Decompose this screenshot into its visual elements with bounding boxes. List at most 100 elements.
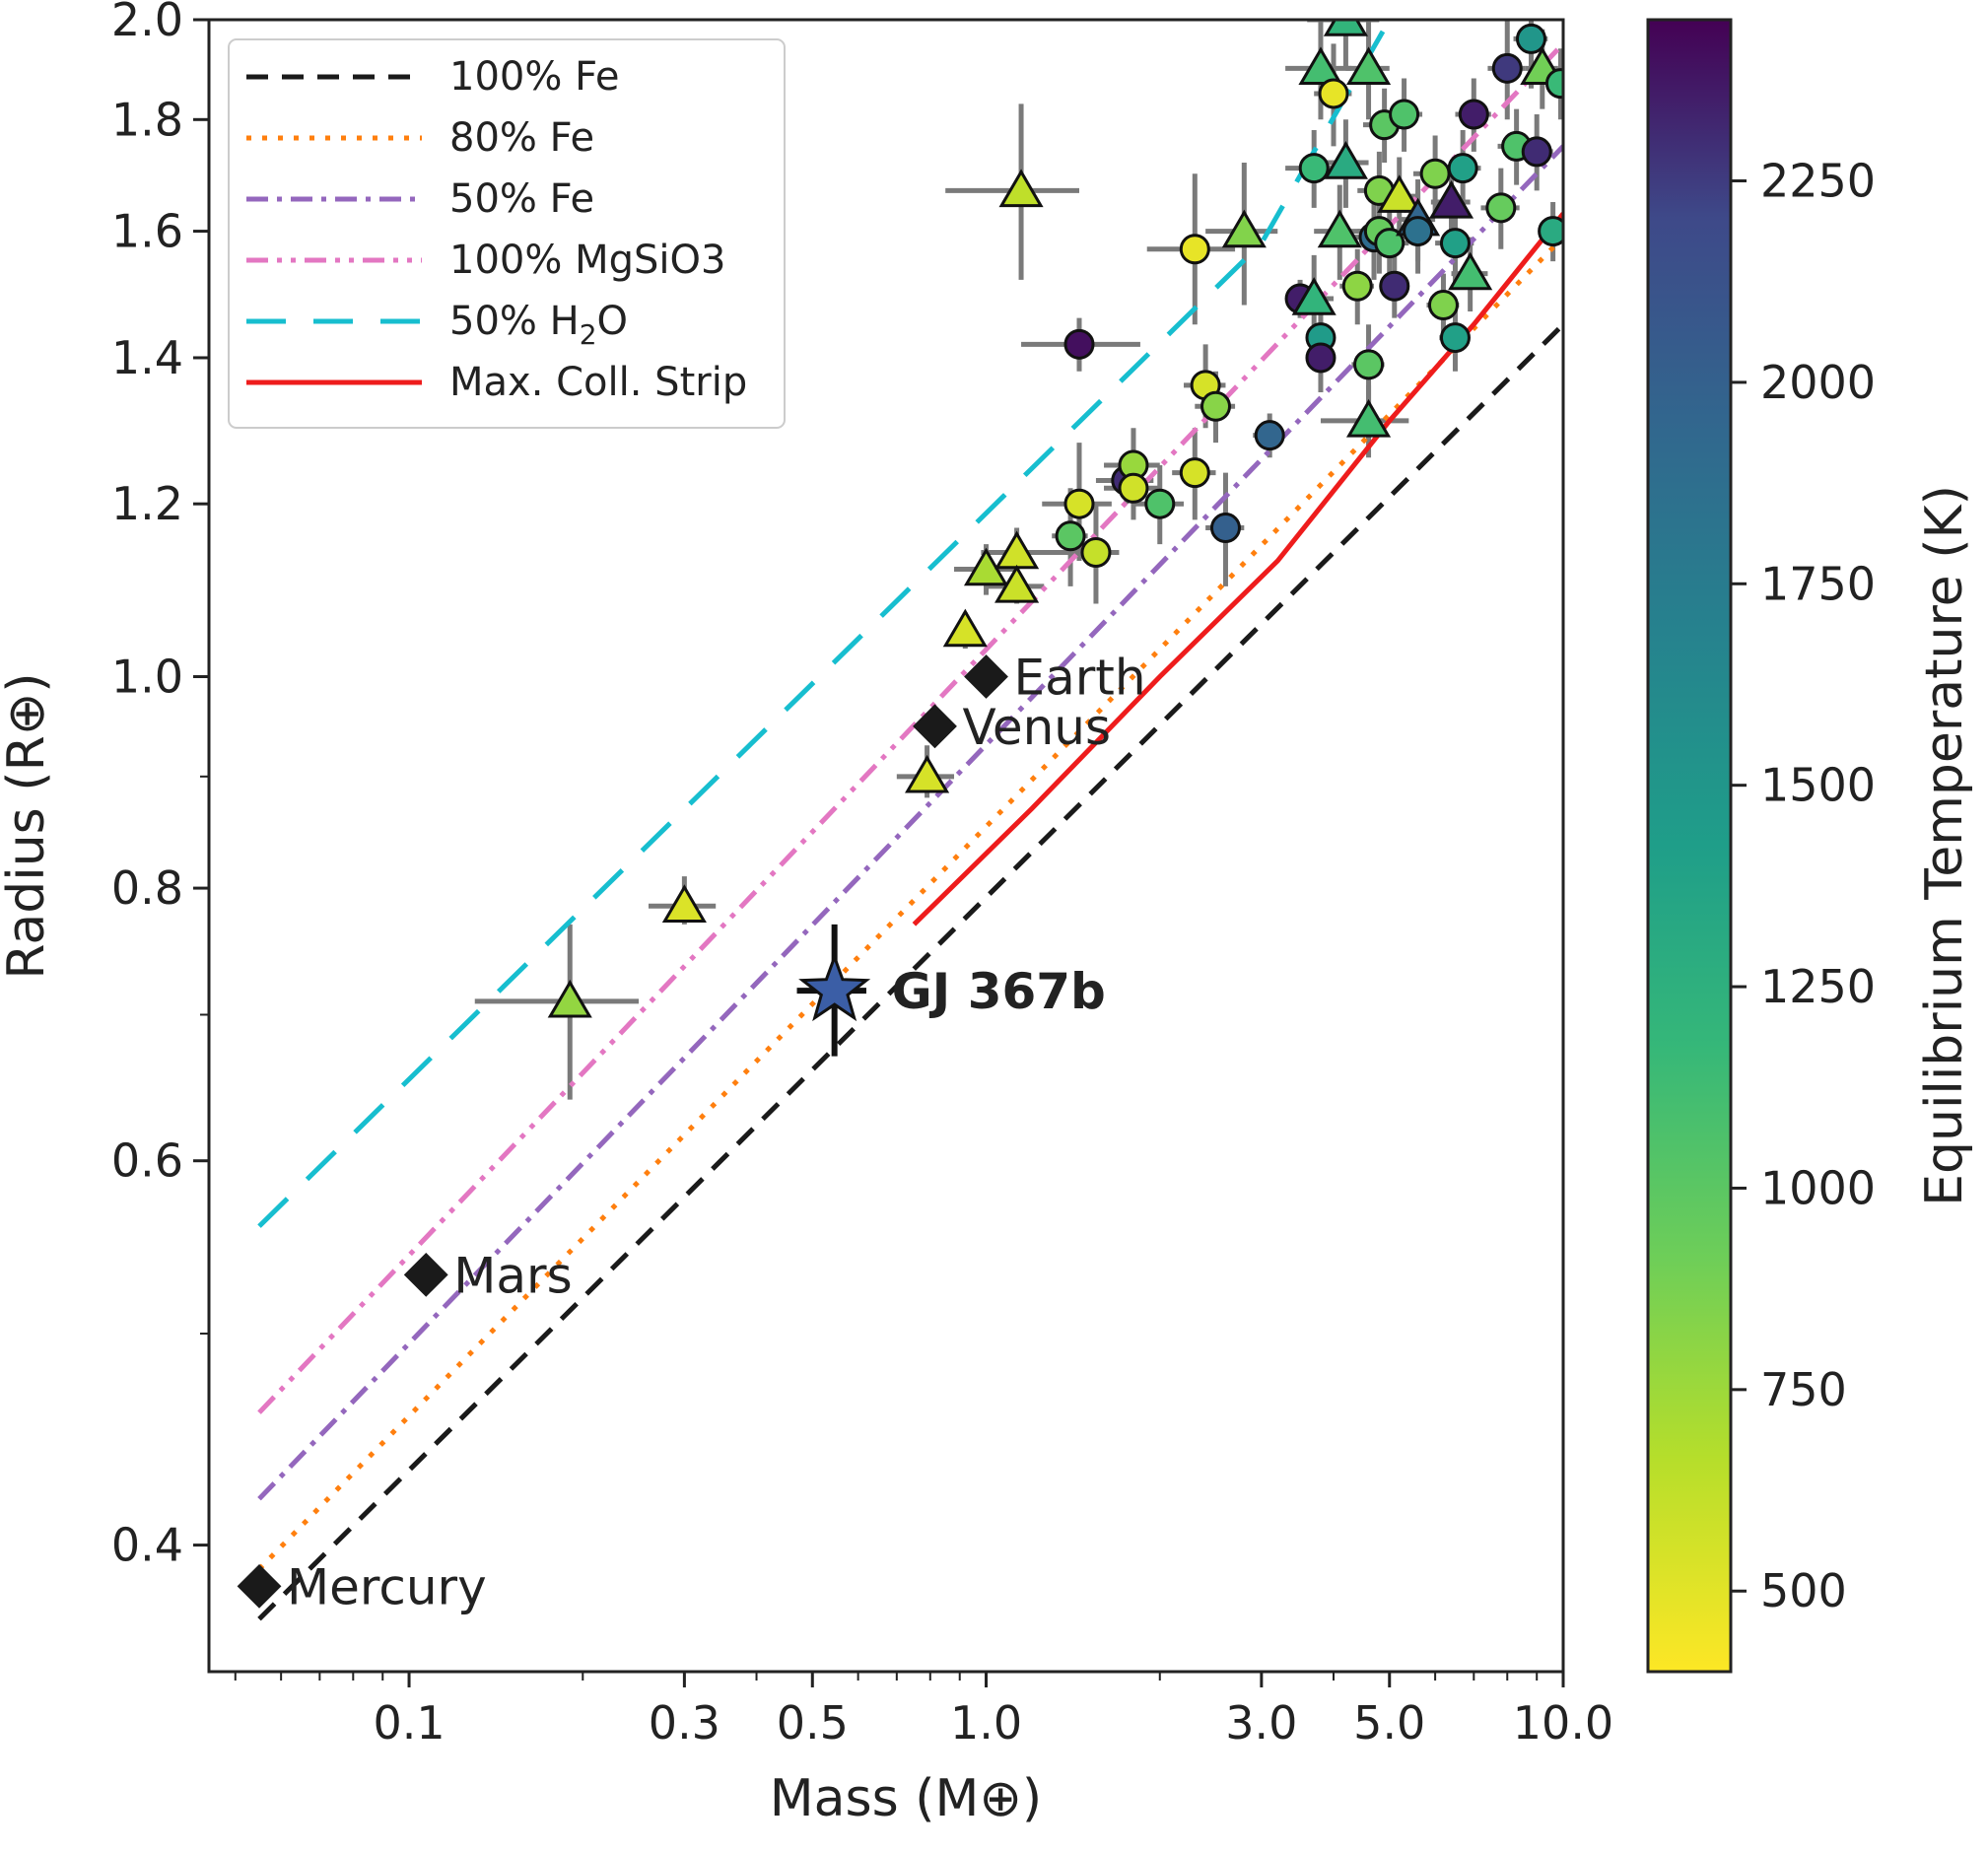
- colorbar-tick-label: 2250: [1760, 155, 1876, 208]
- legend: 100% Fe 80% Fe 50% Fe 100% MgSiO3 50% H2…: [228, 38, 786, 429]
- colorbar-tick-label: 1250: [1760, 960, 1876, 1013]
- y-tick-label: 1.8: [111, 93, 183, 146]
- exoplanet-point: [1221, 209, 1267, 248]
- x-tick-label: 3.0: [1225, 1696, 1297, 1750]
- colorbar-tick-label: 1750: [1760, 557, 1876, 610]
- exoplanet-point: [1063, 328, 1095, 360]
- legend-label-80fe: 80% Fe: [449, 115, 594, 161]
- exoplanet-point: [1458, 99, 1489, 130]
- exoplanet-points: [547, 20, 1563, 1018]
- colorbar-tick-label: 1500: [1760, 759, 1876, 812]
- exoplanet-point: [1544, 68, 1563, 100]
- exoplanet-point: [1144, 488, 1176, 519]
- exoplanet-point: [1317, 209, 1362, 248]
- exoplanet-point: [1374, 228, 1405, 259]
- y-tick-label: 1.0: [111, 651, 183, 704]
- x-tick-label: 1.0: [950, 1696, 1022, 1750]
- exoplanet-point: [661, 884, 707, 923]
- exoplanet-point: [1323, 141, 1368, 179]
- y-tick-label: 1.2: [111, 477, 183, 530]
- exoplanet-point: [1209, 513, 1241, 544]
- exoplanet-point: [1491, 52, 1523, 84]
- exoplanet-point: [1080, 537, 1112, 569]
- legend-label-mgsio3: 100% MgSiO3: [449, 238, 725, 283]
- exoplanet-point: [1305, 342, 1337, 374]
- gj367b-star-marker: [798, 952, 871, 1022]
- legend-label-h2o-main: 50% H: [449, 299, 580, 344]
- x-tick-label: 0.3: [649, 1696, 720, 1750]
- curve-3: [257, 41, 1563, 1414]
- exoplanet-point: [1447, 153, 1478, 184]
- exoplanet-point: [1055, 520, 1086, 552]
- exoplanet-point: [1427, 290, 1459, 321]
- exoplanet-point: [998, 169, 1044, 208]
- planet-marker-venus: [913, 704, 957, 749]
- x-tick-label: 0.1: [373, 1696, 445, 1750]
- curve-0: [257, 322, 1563, 1621]
- planet-marker-earth: [964, 654, 1008, 699]
- planet-label-mars: Mars: [453, 1247, 572, 1304]
- exoplanet-point: [942, 608, 988, 648]
- legend-label-100fe: 100% Fe: [449, 54, 620, 100]
- exoplanet-point: [1439, 322, 1471, 354]
- planet-marker-mercury: [237, 1563, 282, 1609]
- exoplanet-point: [1200, 390, 1232, 422]
- y-tick-label: 0.8: [111, 861, 183, 915]
- exoplanet-point: [1448, 251, 1493, 291]
- exoplanet-point: [1439, 228, 1471, 259]
- planet-label-earth: Earth: [1014, 650, 1146, 707]
- exoplanet-point: [1318, 78, 1349, 109]
- colorbar-gradient: [1646, 18, 1733, 1674]
- legend-label-collision-strip: Max. Coll. Strip: [449, 360, 747, 405]
- curve-1: [257, 235, 1563, 1571]
- exoplanet-point: [1538, 216, 1563, 247]
- exoplanet-point: [1521, 136, 1552, 168]
- exoplanet-point: [1118, 472, 1149, 504]
- exoplanet-point: [1291, 277, 1337, 315]
- colorbar: 500 750 1000 1250 1500 1750 2000 2250 Equilibri…: [1646, 18, 1974, 1674]
- exoplanet-point: [1379, 270, 1410, 302]
- exoplanet-point: [1345, 398, 1392, 438]
- exoplanet-point: [1403, 216, 1434, 247]
- exoplanet-point: [1298, 46, 1343, 86]
- y-tick-label: 1.6: [111, 205, 183, 258]
- exoplanet-point: [1485, 192, 1517, 224]
- legend-box: [228, 38, 786, 429]
- y-tick-label: 0.4: [111, 1519, 183, 1572]
- exoplanet-point: [1428, 180, 1474, 219]
- y-tick-label: 1.4: [111, 331, 183, 384]
- x-tick-label: 10.0: [1513, 1696, 1613, 1750]
- y-axis: 0.4 0.6 0.8 1.0 1.2 1.4 1.6 1.8 2.0: [111, 0, 209, 1572]
- x-axis: 0.1 0.3 0.5 1.0 3.0 5.0 10.0: [234, 1672, 1613, 1750]
- exoplanet-point: [1377, 174, 1422, 213]
- exoplanet-point: [1353, 349, 1385, 380]
- gj367b-label: GJ 367b: [892, 963, 1106, 1020]
- exoplanet-point: [547, 979, 592, 1018]
- exoplanet-point: [905, 754, 950, 793]
- exoplanet-point: [1419, 158, 1451, 189]
- curve-5: [912, 212, 1563, 926]
- exoplanet-point: [1298, 153, 1330, 184]
- colorbar-label: Equilibrium Temperature (K): [1915, 485, 1974, 1206]
- exoplanet-point: [1323, 20, 1368, 36]
- y-tick-label: 2.0: [111, 0, 183, 46]
- colorbar-tick-label: 2000: [1760, 356, 1876, 409]
- planet-label-mercury: Mercury: [287, 1558, 487, 1615]
- colorbar-tick-label: 750: [1760, 1363, 1847, 1416]
- gj367b-point: GJ 367b: [796, 924, 1106, 1057]
- colorbar-tick-label: 1000: [1760, 1161, 1876, 1214]
- x-axis-label: Mass (M⊕): [770, 1769, 1042, 1828]
- exoplanet-point: [1179, 457, 1210, 489]
- exoplanet-point: [1063, 488, 1095, 519]
- x-tick-label: 5.0: [1353, 1696, 1425, 1750]
- exoplanet-point: [994, 564, 1040, 603]
- legend-label-50fe: 50% Fe: [449, 176, 594, 222]
- exoplanet-point: [1345, 46, 1392, 86]
- exoplanet-point: [1254, 420, 1285, 451]
- legend-label-h2o-tail: O: [597, 299, 628, 344]
- legend-label-h2o: 50% H2O: [449, 299, 628, 351]
- planet-marker-mars: [403, 1252, 448, 1297]
- colorbar-tick-label: 500: [1760, 1564, 1847, 1617]
